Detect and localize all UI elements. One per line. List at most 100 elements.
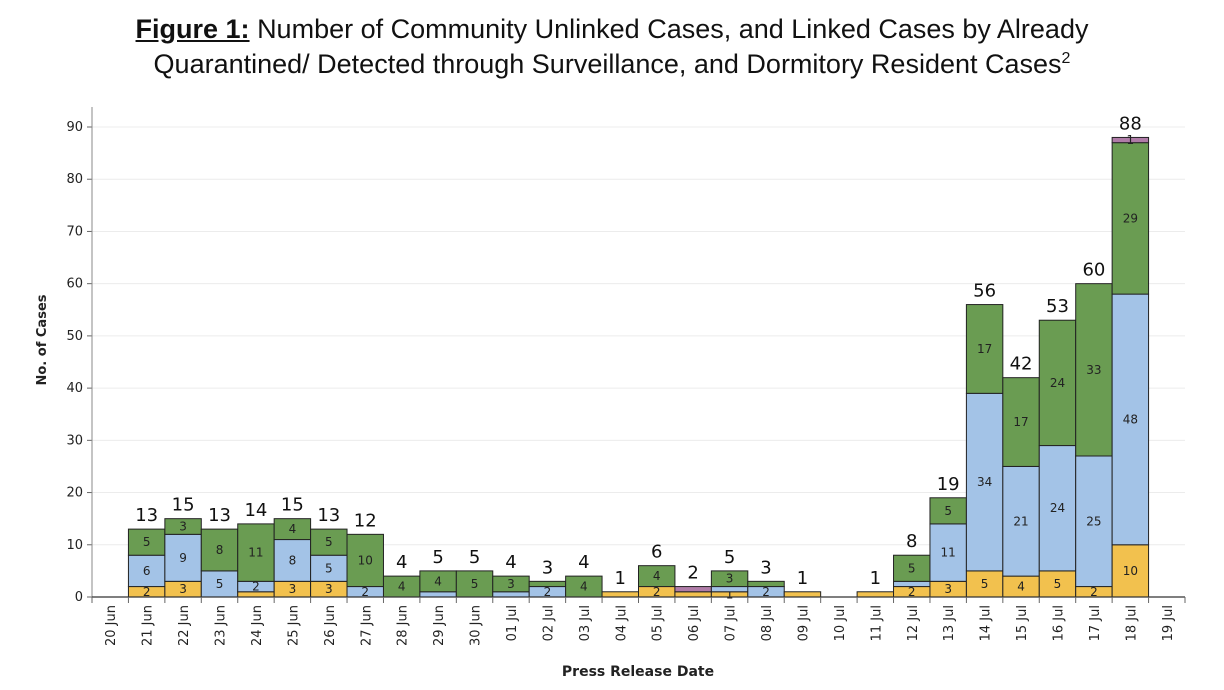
- total-label: 1: [797, 568, 808, 589]
- y-tick-label: 90: [66, 120, 83, 135]
- x-tick-label: 24 Jun: [250, 605, 265, 646]
- bar-segment: [310, 554, 348, 582]
- x-tick-label: 11 Jul: [869, 605, 884, 641]
- total-label: 56: [973, 281, 996, 302]
- segment-label: 5: [981, 577, 989, 591]
- segment-label: 3: [179, 520, 187, 534]
- bar-segment: [528, 580, 567, 588]
- figure-label: Figure 1:: [135, 14, 250, 44]
- bar-segment: [747, 580, 785, 588]
- chart-title-line-2: Quarantined/ Detected through Surveillan…: [0, 44, 1224, 79]
- x-tick-label: 03 Jul: [578, 605, 593, 641]
- x-tick-label: 04 Jul: [614, 605, 629, 641]
- bar-segment: [455, 570, 494, 598]
- segment-label: 2: [252, 580, 260, 594]
- total-label: 2: [687, 563, 698, 584]
- bar-segment: [674, 591, 712, 598]
- total-label: 53: [1046, 296, 1069, 317]
- segment-label: 5: [908, 561, 916, 575]
- y-tick-label: 50: [66, 329, 83, 344]
- segment-label: 3: [325, 582, 333, 596]
- x-tick-label: 18 Jul: [1124, 605, 1139, 641]
- x-tick-label: 21 Jun: [141, 605, 156, 646]
- x-tick-label: 17 Jul: [1088, 605, 1103, 641]
- bar-segment: [127, 528, 166, 556]
- bar-segment: [929, 523, 967, 582]
- total-label: 5: [432, 547, 443, 568]
- bar-segment: [1111, 544, 1150, 598]
- segment-label: 2: [908, 585, 916, 599]
- x-tick-label: 16 Jul: [1051, 605, 1066, 641]
- segment-label: 33: [1086, 363, 1101, 377]
- bar-segment: [710, 586, 749, 593]
- segment-label: 2: [361, 585, 369, 599]
- bars-group: 2651339315581321114384153551321012444555…: [127, 113, 1150, 601]
- segment-label: 1: [1127, 133, 1135, 147]
- total-label: 88: [1119, 113, 1142, 134]
- y-tick-label: 10: [66, 538, 83, 553]
- x-tick-label: 02 Jul: [541, 605, 556, 641]
- total-label: 19: [937, 474, 960, 495]
- total-label: 42: [1010, 354, 1033, 375]
- bar-segment: [164, 518, 202, 535]
- total-label: 3: [542, 557, 553, 578]
- x-tick-label: 14 Jul: [979, 605, 994, 641]
- total-label: 1: [615, 568, 626, 589]
- y-tick-label: 40: [66, 381, 83, 396]
- x-tick-label: 06 Jul: [687, 605, 702, 641]
- segment-label: 34: [977, 475, 992, 489]
- segment-label: 5: [944, 504, 952, 518]
- segment-label: 5: [325, 561, 333, 575]
- x-tick-label: 20 Jun: [104, 605, 119, 646]
- bar-segment: [1075, 455, 1113, 588]
- segment-label: 4: [653, 569, 661, 583]
- total-label: 13: [317, 505, 340, 526]
- bar-segment: [893, 554, 931, 582]
- chart-title: Figure 1: Number of Community Unlinked C…: [0, 14, 1224, 79]
- bar-segment: [674, 586, 712, 593]
- segment-label: 3: [179, 582, 187, 596]
- segment-label: 5: [143, 535, 151, 549]
- segment-label: 17: [977, 342, 992, 356]
- x-tick-label: 08 Jul: [760, 605, 775, 641]
- segment-label: 3: [726, 572, 734, 586]
- x-axis-title: Press Release Date: [562, 664, 714, 680]
- segment-label: 9: [179, 551, 187, 565]
- chart-title-line-1: Figure 1: Number of Community Unlinked C…: [0, 14, 1224, 44]
- total-label: 15: [172, 495, 195, 516]
- x-tick-label: 13 Jul: [942, 605, 957, 641]
- segment-label: 3: [289, 582, 297, 596]
- x-tick-label: 01 Jul: [505, 605, 520, 641]
- title-superscript: 2: [1061, 50, 1071, 67]
- y-tick-label: 70: [66, 224, 83, 239]
- segment-label: 2: [762, 585, 770, 599]
- segment-label: 29: [1123, 211, 1138, 225]
- total-label: 15: [281, 495, 304, 516]
- segment-label: 2: [544, 585, 552, 599]
- segment-label: 2: [1090, 585, 1098, 599]
- bar-segment: [1111, 136, 1150, 144]
- x-tick-label: 22 Jun: [177, 605, 192, 646]
- x-tick-label: 26 Jun: [323, 605, 338, 646]
- y-axis-title: No. of Cases: [35, 294, 50, 385]
- segment-label: 10: [1123, 564, 1138, 578]
- bar-segment: [492, 591, 530, 598]
- segment-label: 4: [1017, 580, 1025, 594]
- bar-segment: [893, 580, 931, 588]
- bar-segment: [1038, 319, 1077, 447]
- bar-segment: [273, 539, 312, 582]
- y-tick-label: 60: [66, 277, 83, 292]
- total-label: 13: [135, 505, 158, 526]
- bar-segment: [783, 591, 822, 598]
- bar-segment: [965, 304, 1004, 394]
- bar-segment: [856, 591, 895, 598]
- segment-label: 5: [1054, 577, 1062, 591]
- bar-segment: [200, 528, 239, 572]
- bar-segment: [1111, 293, 1150, 546]
- total-label: 1: [870, 568, 881, 589]
- segment-label: 24: [1050, 376, 1065, 390]
- total-label: 5: [724, 547, 735, 568]
- segment-label: 17: [1013, 415, 1028, 429]
- x-tick-label: 07 Jul: [724, 605, 739, 641]
- bar-segment: [638, 565, 676, 588]
